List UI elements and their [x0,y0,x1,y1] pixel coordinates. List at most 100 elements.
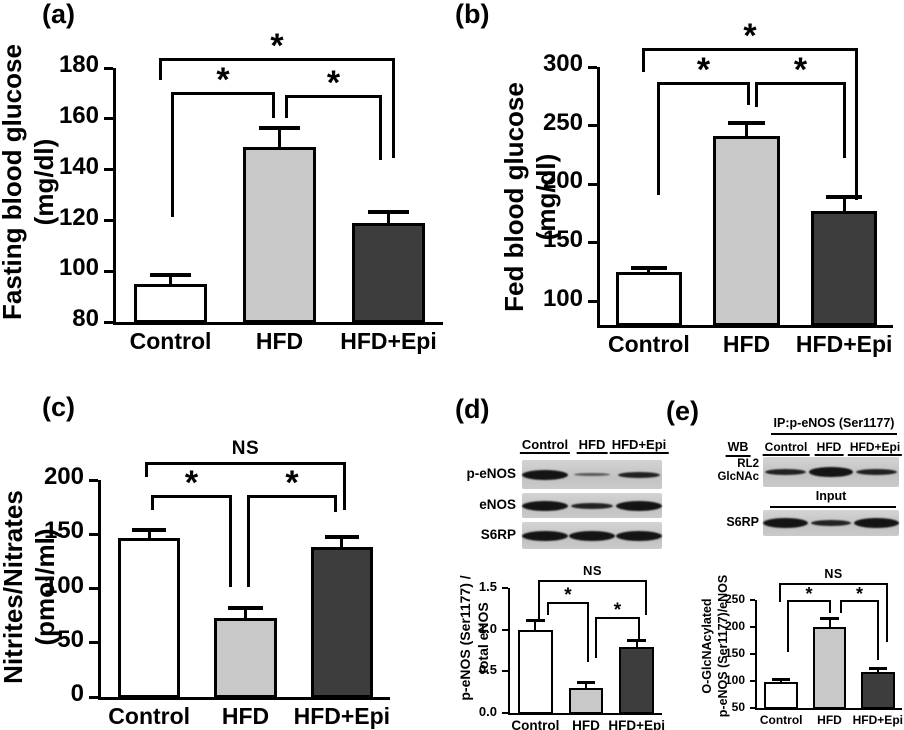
bar-hfd [214,617,277,697]
significance-bracket [145,462,148,477]
y-tick-label: 200 [542,167,583,195]
panel-c-label: (c) [42,392,75,422]
y-tick-label: 50 [57,625,84,653]
significance-bracket [747,82,750,105]
y-axis-tick [89,532,98,536]
error-bar-cap [525,619,545,623]
y-axis-tick [89,478,98,482]
significance-bracket [247,495,250,587]
x-category-label: Control [759,713,803,727]
error-bar-stem [635,640,638,648]
y-tick-label: 180 [58,51,99,79]
significance-label: * [613,599,622,621]
y-axis-tick [502,670,508,673]
error-bar-stem [745,124,748,137]
error-bar-cap [728,121,765,126]
y-tick-label: 200 [724,618,745,633]
blot-row-label: S6RP [726,515,759,529]
y-axis-tick [502,628,508,631]
x-category-label: Control [511,718,560,730]
significance-bracket [538,580,540,621]
y-axis-tick [588,182,597,186]
significance-label: * [216,61,230,100]
bar-hfd-epi [860,671,895,708]
bar-hfd [242,146,316,322]
blot-band-medium [810,520,852,526]
panel-a-label: (a) [42,0,75,29]
y-tick-label: 250 [542,108,583,136]
significance-bracket [151,495,154,510]
ip-title-underline [771,433,897,435]
bar-hfd-epi [810,211,878,325]
significance-label: * [285,464,299,503]
significance-bracket [877,600,879,660]
bar-hfd [812,627,847,708]
blot-band-strong [522,500,569,511]
bar-control [117,537,181,697]
y-axis-tick [588,65,597,69]
error-bar-cap [868,667,888,671]
blot-row-label: RL2 [737,458,759,470]
blot-band-medium [765,469,807,475]
y-tick-label: 1.0 [478,620,497,636]
bar-control [133,283,207,322]
significance-bracket [547,602,549,615]
significance-bracket [638,617,640,640]
significance-bracket [285,95,288,118]
significance-bracket [840,600,842,613]
panel-b-label: (b) [455,0,490,29]
y-tick-label: 150 [43,517,84,545]
x-category-label: HFD+Epi [852,713,903,727]
significance-bracket [755,82,758,107]
bar-hfd [568,688,604,713]
blot-band-strong [522,469,569,480]
blot-band-medium [571,502,613,509]
significance-label: NS [231,437,260,459]
y-axis-tick [750,599,755,601]
error-bar-stem [147,531,151,538]
significance-label: * [564,584,572,606]
significance-bracket [779,583,781,602]
lane-header: HFD [814,440,844,456]
wb-label: WB [725,441,751,457]
x-category-label: HFD [572,718,600,730]
significance-bracket [840,600,879,602]
y-tick-label: 100 [724,672,745,687]
blot-strip [522,522,662,549]
blot-row-label: GlcNAc [717,471,759,483]
significance-bracket [779,583,888,585]
error-bar-stem [876,669,879,672]
y-tick-label: 0.0 [478,703,497,719]
significance-bracket [755,82,846,85]
panel-d-plot: 0.0 0.5 1.0 1.5 Control HFD HFD+Epi * * NS [479,564,665,730]
blot-row-label: p-eNOS [466,465,516,481]
significance-bracket [151,495,232,498]
significance-bracket [171,92,174,217]
panel-c-plot: 0 50 100 150 200 Control HFD HFD+Epi * * NS [44,439,390,728]
error-bar-cap [630,265,668,270]
bar-hfd-epi [619,647,654,713]
significance-bracket [657,82,660,195]
y-axis-tick [104,320,113,324]
blot-row-label: eNOS [479,496,516,512]
significance-bracket [538,580,647,582]
significance-bracket [855,48,858,200]
y-axis-tick [588,300,597,304]
y-axis-tick [750,707,755,709]
error-bar-stem [585,683,587,688]
significance-bracket [787,600,789,652]
y-axis-tick [588,124,597,128]
significance-bracket [343,462,346,510]
error-bar-stem [244,609,247,618]
blot-band-strong [615,530,662,541]
significance-bracket [595,617,640,619]
bar-control [615,272,683,325]
significance-bracket [645,580,647,615]
significance-label: * [696,51,711,90]
error-bar-stem [828,618,831,627]
significance-bracket [787,600,831,602]
blot-band-strong [808,467,854,477]
lane-header: HFD+Epi [609,437,669,454]
lane-header: Control [762,440,810,456]
y-tick-label: 80 [72,305,99,333]
